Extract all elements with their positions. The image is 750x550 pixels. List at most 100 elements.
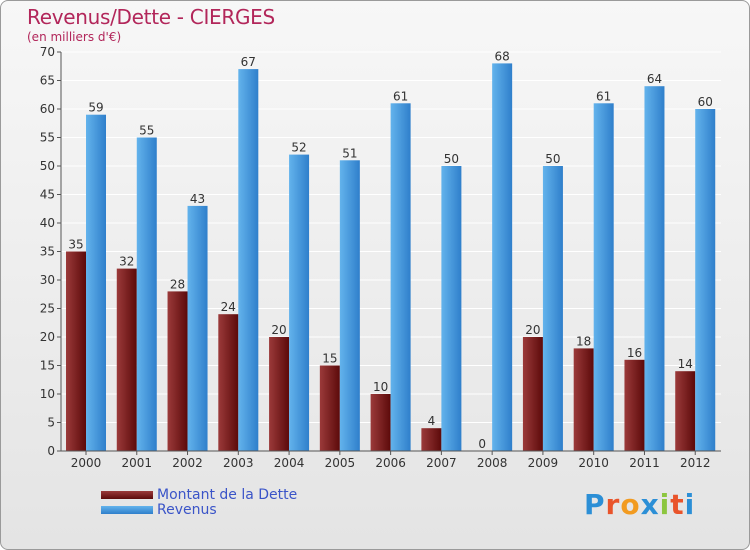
x-tick-label-2006: 2006 [375,456,406,470]
x-tick-label-2001: 2001 [121,456,152,470]
x-tick-label-2005: 2005 [325,456,356,470]
bar-revenue-2001 [136,137,157,451]
x-tick-label-2000: 2000 [71,456,102,470]
data-label-revenue-2003: 67 [241,55,256,69]
chart-title: Revenus/Dette - CIERGES [27,5,275,29]
bar-revenue-2010 [593,103,614,452]
data-label-debt-2002: 28 [170,277,185,291]
x-tick-label-2008: 2008 [477,456,508,470]
y-tick-label: 65 [40,74,55,88]
x-tick-label-2009: 2009 [528,456,559,470]
legend-label-debt: Montant de la Dette [157,486,298,503]
bar-debt-2009 [522,337,543,451]
data-label-revenue-2000: 59 [88,101,103,115]
data-label-debt-2008: 0 [478,437,486,451]
data-label-revenue-2002: 43 [190,192,205,206]
x-tick-label-2010: 2010 [578,456,609,470]
x-tick-label-2004: 2004 [274,456,305,470]
bar-debt-2010 [573,348,594,451]
bar-debt-2000 [66,251,86,451]
x-tick-label-2002: 2002 [172,456,203,470]
data-label-debt-2001: 32 [119,255,134,269]
y-tick-label: 20 [40,330,55,344]
bar-revenue-2000 [86,114,106,451]
bar-debt-2004 [269,337,290,451]
labels: 0510152025303540455055606570355920003255… [40,45,713,470]
y-tick-label: 0 [47,444,55,458]
bar-revenue-2003 [238,69,259,451]
legend: Montant de la Dette Revenus [101,486,298,518]
data-label-debt-2009: 20 [525,323,540,337]
data-label-revenue-2005: 51 [342,146,357,160]
logo-letter: x [640,488,660,521]
data-label-revenue-2008: 68 [495,49,510,63]
bar-debt-2005 [319,365,340,451]
data-label-debt-2011: 16 [627,346,642,360]
bar-debt-2003 [218,314,239,451]
data-label-debt-2006: 10 [373,380,388,394]
logo-letter: i [684,488,696,521]
bar-debt-2001 [116,268,137,451]
bar-revenue-2002 [187,205,208,451]
data-label-debt-2010: 18 [576,334,591,348]
logo-letter: P [584,488,606,521]
logo-letter: i [659,488,671,521]
y-tick-label: 15 [40,359,55,373]
bars [66,63,716,452]
data-label-revenue-2006: 61 [393,89,408,103]
bar-debt-2007 [421,428,442,451]
data-label-revenue-2012: 60 [698,95,713,109]
data-label-revenue-2004: 52 [291,141,306,155]
bar-debt-2011 [624,359,645,451]
y-tick-label: 50 [40,159,55,173]
data-label-revenue-2001: 55 [139,124,154,138]
legend-swatch-revenue [101,505,153,514]
data-label-debt-2012: 14 [678,357,693,371]
y-tick-label: 35 [40,245,55,259]
y-tick-label: 60 [40,102,55,116]
axes [57,51,721,455]
bar-revenue-2011 [644,86,665,451]
legend-label-revenue: Revenus [157,501,217,518]
data-label-debt-2000: 35 [68,238,83,252]
data-label-debt-2003: 24 [221,300,236,314]
y-tick-label: 5 [47,416,55,430]
data-label-debt-2007: 4 [428,414,436,428]
data-label-revenue-2010: 61 [596,89,611,103]
bar-debt-2012 [675,371,696,451]
logo-letter: o [620,488,641,521]
x-tick-label-2011: 2011 [629,456,660,470]
bar-revenue-2009 [542,166,563,451]
data-label-revenue-2011: 64 [647,72,662,86]
x-tick-label-2003: 2003 [223,456,254,470]
y-tick-label: 70 [40,45,55,59]
x-tick-label-2012: 2012 [680,456,711,470]
data-label-revenue-2009: 50 [545,152,560,166]
logo-letter: r [605,488,621,521]
bar-revenue-2005 [339,160,360,452]
legend-item-debt: Montant de la Dette [101,486,298,503]
bar-revenue-2012 [695,109,716,451]
bar-revenue-2008 [492,63,513,452]
y-tick-label: 55 [40,131,55,145]
legend-swatch-debt [101,490,153,499]
bar-revenue-2006 [390,103,411,452]
legend-item-revenue: Revenus [101,501,297,518]
y-tick-label: 30 [40,273,55,287]
chart-subtitle: (en milliers d'€) [27,30,122,44]
data-label-debt-2004: 20 [271,323,286,337]
logo-letter: t [670,488,685,521]
y-tick-label: 40 [40,216,55,230]
x-tick-label-2007: 2007 [426,456,457,470]
data-label-revenue-2007: 50 [444,152,459,166]
bar-debt-2002 [167,291,188,451]
bar-debt-2006 [370,394,391,451]
y-tick-label: 25 [40,302,55,316]
y-tick-label: 45 [40,188,55,202]
data-label-debt-2005: 15 [322,352,337,366]
proxiti-logo: Proxiti [584,488,695,521]
y-tick-label: 10 [40,387,55,401]
bar-revenue-2007 [441,166,462,451]
